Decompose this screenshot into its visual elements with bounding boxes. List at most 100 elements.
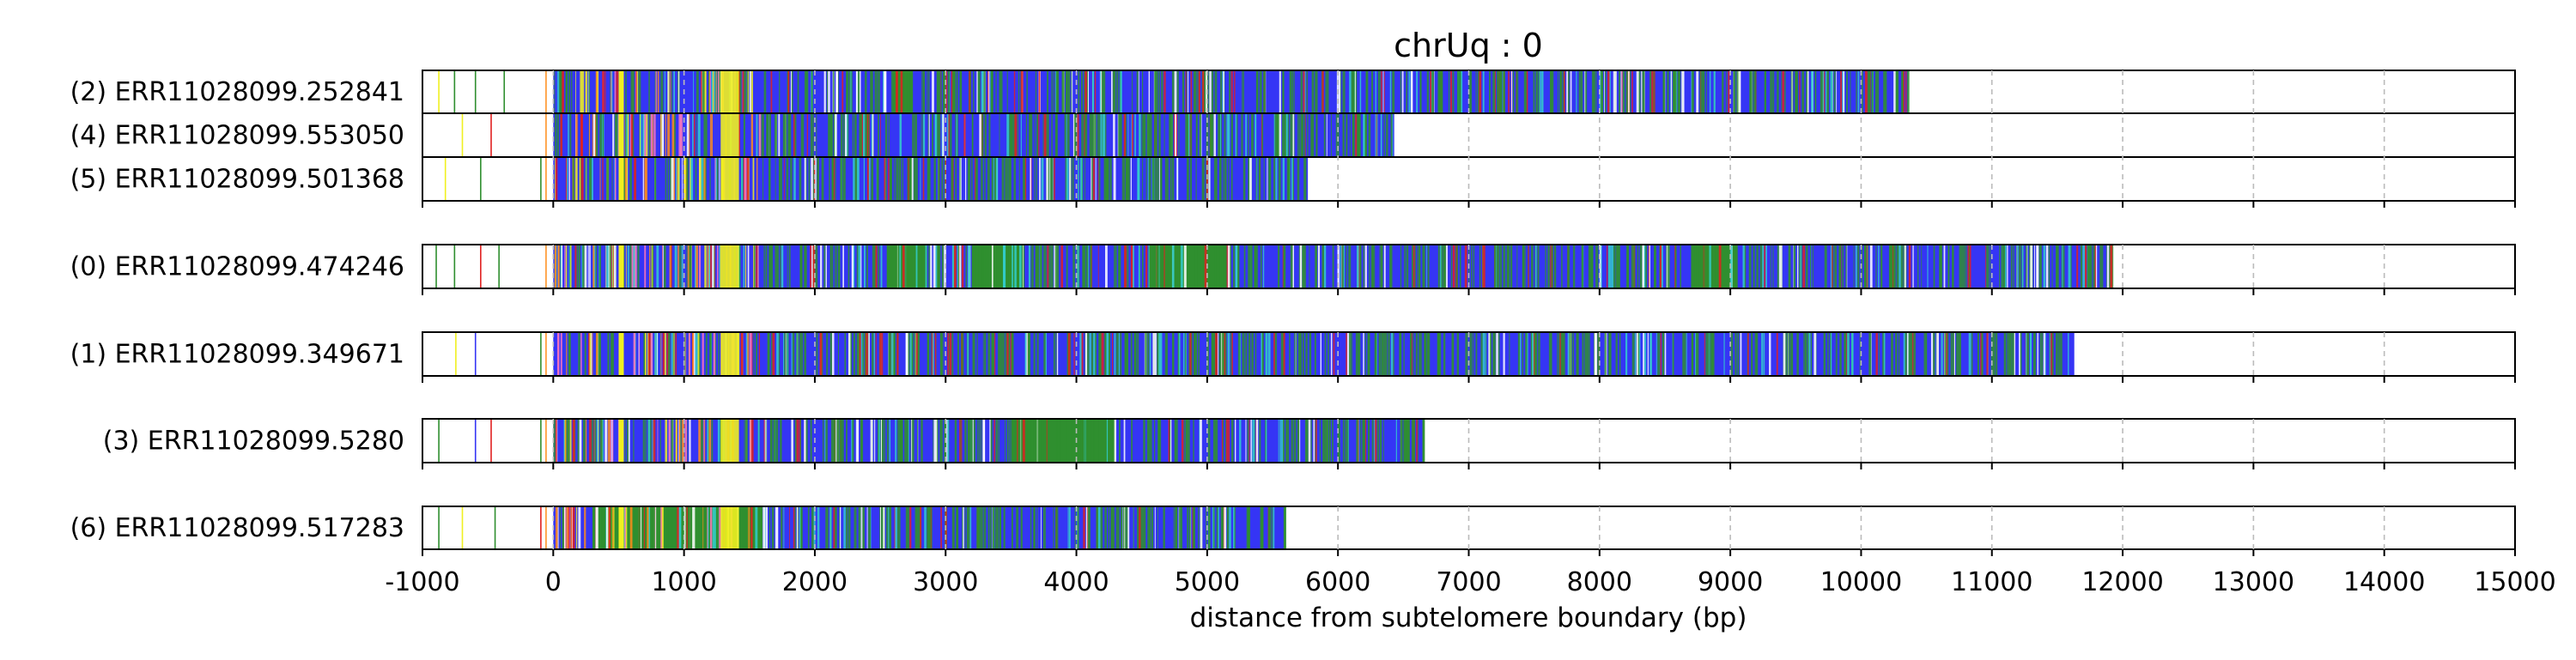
read-track (455, 332, 2075, 376)
read-stripe (1357, 332, 1359, 376)
read-stripe (1509, 332, 1510, 376)
read-stripe (981, 70, 984, 113)
read-stripe (677, 506, 679, 549)
read-stripe (1164, 157, 1168, 201)
read-stripe (1127, 506, 1130, 549)
read-stripe (708, 70, 710, 113)
read-stripe (1594, 332, 1597, 376)
read-stripe (613, 245, 614, 288)
read-stripe (592, 113, 595, 157)
read-stripe (1247, 419, 1249, 463)
read-stripe (790, 70, 793, 113)
read-stripe (922, 157, 925, 201)
read-stripe (1485, 332, 1487, 376)
read-stripe (1317, 245, 1321, 288)
read-stripe (588, 332, 591, 376)
read-stripe (799, 157, 802, 201)
read-stripe (819, 332, 823, 376)
read-stripe (799, 506, 801, 549)
read-stripe (684, 332, 686, 376)
read-stripe (1528, 245, 1529, 288)
read-stripe (657, 70, 659, 113)
read-stripe (1298, 332, 1302, 376)
read-stripe (945, 70, 948, 113)
read-stripe (1382, 332, 1384, 376)
read-stripe (987, 157, 990, 201)
read-stripe (1098, 332, 1100, 376)
read-stripe (1753, 245, 1755, 288)
read-stripe (864, 245, 866, 288)
read-stripe (1328, 419, 1331, 463)
read-stripe (1085, 245, 1089, 288)
read-stripe (689, 245, 692, 288)
read-stripe (1953, 332, 1955, 376)
read-stripe (1043, 113, 1047, 157)
read-stripe (1323, 113, 1326, 157)
read-stripe (1492, 70, 1496, 113)
read-stripe (1438, 70, 1441, 113)
read-stripe (967, 419, 969, 463)
read-stripe (1047, 157, 1049, 201)
read-stripe (1200, 506, 1203, 549)
read-stripe (1791, 70, 1793, 113)
read-stripe (1226, 506, 1228, 549)
read-stripe (1406, 419, 1410, 463)
read-stripe (787, 332, 788, 376)
read-stripe (702, 506, 704, 549)
read-stripe (1100, 113, 1103, 157)
read-stripe (1281, 419, 1284, 463)
read-stripe (1028, 245, 1031, 288)
read-stripe (898, 157, 902, 201)
read-stripe (1713, 70, 1716, 113)
read-stripe (1211, 70, 1214, 113)
read-stripe (1985, 245, 1986, 288)
read-stripe (712, 245, 714, 288)
read-stripe (1122, 506, 1125, 549)
read-stripe (578, 506, 581, 549)
read-stripe (1073, 332, 1075, 376)
read-stripe (2014, 332, 2016, 376)
read-stripe (1081, 113, 1084, 157)
read-stripe (1010, 157, 1012, 201)
read-stripe (667, 70, 670, 113)
read-stripe (1170, 157, 1171, 201)
read-stripe (753, 332, 755, 376)
read-stripe (1095, 157, 1097, 201)
read-stripe (1158, 245, 1160, 288)
read-stripe (1194, 332, 1196, 376)
read-stripe (1533, 332, 1535, 376)
read-stripe (989, 419, 991, 463)
read-stripe (912, 419, 914, 463)
read-stripe (1349, 113, 1351, 157)
read-stripe (1178, 506, 1182, 549)
read-stripe (1143, 419, 1145, 463)
read-stripe (1158, 332, 1161, 376)
read-stripe (957, 113, 958, 157)
read-stripe (1014, 113, 1018, 157)
read-stripe (712, 506, 714, 549)
read-stripe (927, 113, 929, 157)
read-stripe (1078, 419, 1081, 463)
read-stripe (1112, 70, 1115, 113)
read-stripe (1218, 332, 1222, 376)
read-stripe (1781, 70, 1783, 113)
read-stripe (1174, 419, 1176, 463)
read-stripe (841, 419, 844, 463)
read-stripe (1422, 419, 1425, 463)
read-stripe (866, 245, 868, 288)
read-stripe (1469, 332, 1473, 376)
read-stripe (692, 113, 694, 157)
read-stripe (627, 245, 629, 288)
read-stripe (1374, 245, 1376, 288)
read-stripe (1756, 245, 1759, 288)
read-stripe (1039, 245, 1042, 288)
read-stripe (645, 113, 648, 157)
read-stripe (923, 113, 926, 157)
read-stripe (705, 157, 707, 201)
read-stripe (1503, 70, 1505, 113)
read-stripe (713, 332, 716, 376)
read-stripe (1433, 70, 1435, 113)
read-stripe (1370, 245, 1373, 288)
read-stripe (1452, 70, 1455, 113)
read-stripe (1833, 70, 1836, 113)
